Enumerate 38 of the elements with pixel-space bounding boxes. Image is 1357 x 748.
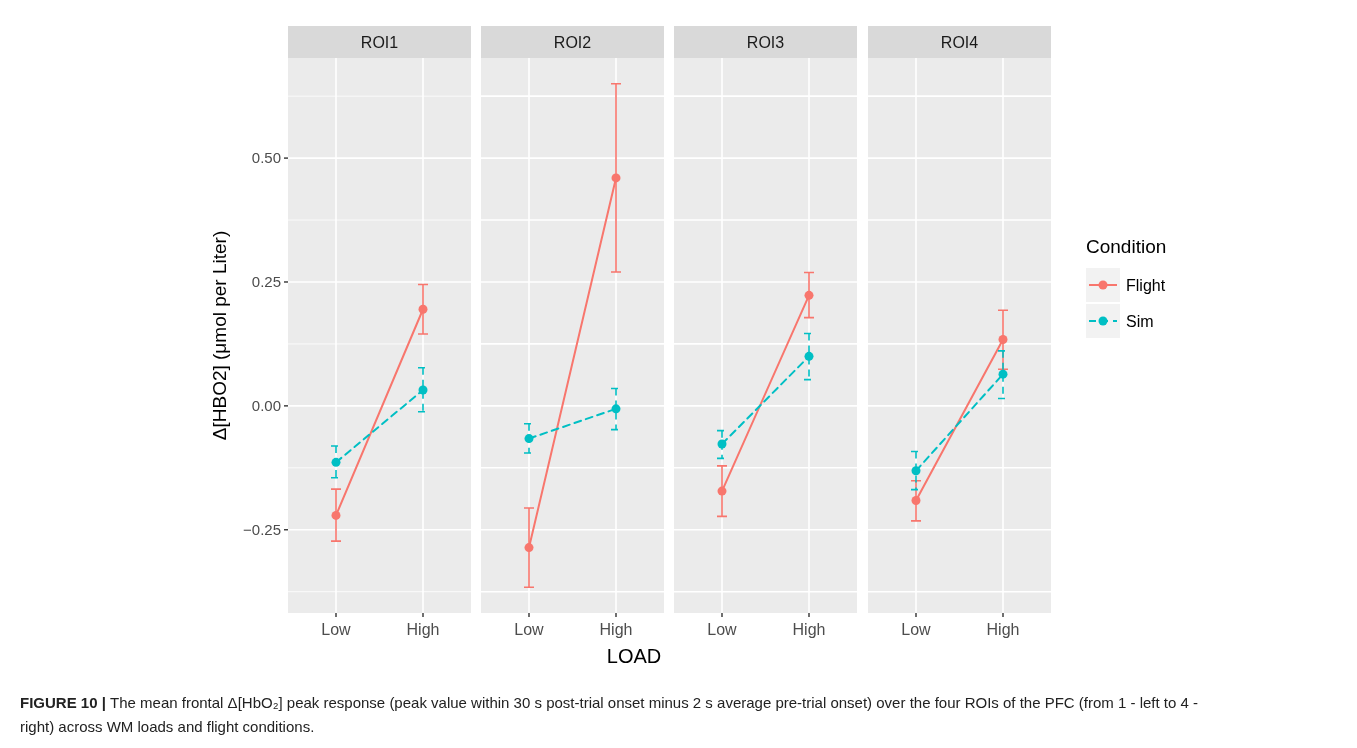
point bbox=[804, 351, 814, 361]
chart-title: ROI4 bbox=[940, 34, 979, 51]
y-tick-label: 0.00 bbox=[251, 396, 281, 414]
legend-label: Flight bbox=[1126, 277, 1166, 294]
point bbox=[524, 543, 534, 553]
chart-title: ROI3 bbox=[746, 34, 785, 51]
point bbox=[998, 369, 1008, 379]
y-axis-title: Δ[HBO2] (μmol per Liter) bbox=[209, 230, 230, 441]
point bbox=[611, 404, 621, 414]
point bbox=[418, 304, 428, 314]
y-tick-label: 0.50 bbox=[251, 149, 281, 167]
point bbox=[717, 486, 727, 496]
x-tick-label: High bbox=[792, 621, 826, 638]
point bbox=[418, 385, 428, 395]
point bbox=[911, 496, 921, 506]
legend-label: Sim bbox=[1126, 313, 1154, 330]
x-tick-label: High bbox=[406, 621, 440, 638]
x-tick-label: Low bbox=[901, 621, 932, 638]
point bbox=[331, 457, 341, 467]
y-tick-label: 0.25 bbox=[251, 272, 281, 290]
x-tick-label: High bbox=[599, 621, 633, 638]
y-tick-label: −0.25 bbox=[243, 520, 281, 538]
point bbox=[331, 510, 341, 520]
chart-title: ROI1 bbox=[360, 34, 399, 51]
x-tick-label: Low bbox=[321, 621, 352, 638]
x-axis-title: LOAD bbox=[606, 645, 662, 667]
legend-title: Condition bbox=[1086, 236, 1167, 257]
point bbox=[611, 173, 621, 183]
point bbox=[717, 439, 727, 449]
x-tick-label: Low bbox=[514, 621, 545, 638]
caption: FIGURE 10 | The mean frontal Δ[HbO₂] peak response (peak value within 30 s post-trial onset minus 2 s average pre-trial onset) over the four ROIs of the PFC (from 1 - left to 4 - right) across WM loads and flight conditions. bbox=[20, 694, 1199, 735]
x-tick-label: High bbox=[986, 621, 1020, 638]
point bbox=[911, 466, 921, 476]
chart-title: ROI2 bbox=[553, 34, 592, 51]
point bbox=[804, 290, 814, 300]
point bbox=[524, 434, 534, 444]
x-tick-label: Low bbox=[707, 621, 738, 638]
point bbox=[998, 334, 1008, 344]
